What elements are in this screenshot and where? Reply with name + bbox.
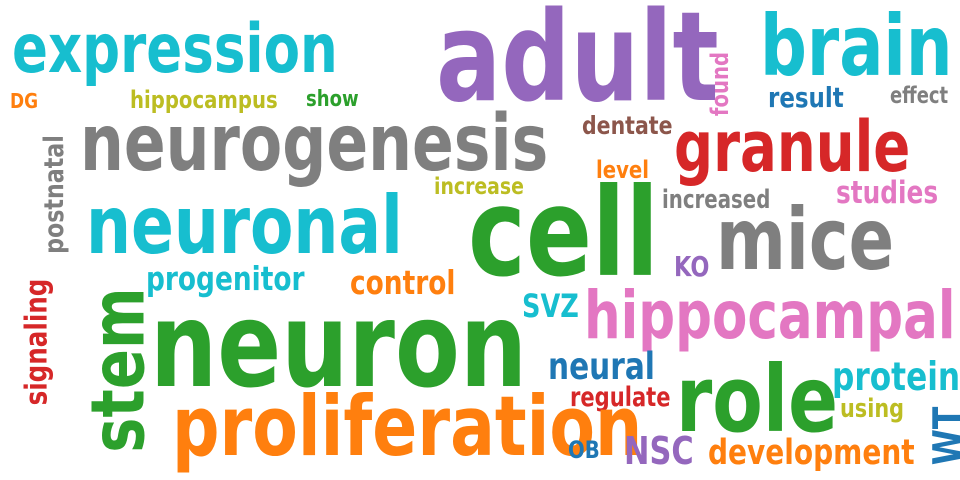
word-neuronal: neuronal	[86, 179, 403, 272]
word-increase: increase	[434, 174, 524, 200]
word-dentate: dentate	[582, 111, 673, 140]
word-ob: OB	[568, 436, 600, 464]
word-hippocampal: hippocampal	[584, 277, 956, 354]
word-brain: brain	[760, 0, 953, 95]
word-regulate: regulate	[570, 382, 671, 413]
word-ko: KO	[674, 250, 710, 283]
word-nsc: NSC	[624, 429, 694, 473]
word-signaling: signaling	[19, 278, 55, 406]
word-neural: neural	[548, 345, 655, 388]
word-postnatal: postnatal	[38, 135, 70, 254]
word-adult: adult	[436, 0, 719, 130]
word-dg: DG	[10, 89, 39, 113]
word-cell: cell	[468, 162, 659, 304]
word-increased: increased	[662, 185, 771, 215]
word-result: result	[768, 81, 844, 114]
word-role: role	[676, 346, 839, 453]
word-using: using	[840, 394, 905, 424]
word-neurogenesis: neurogenesis	[80, 99, 549, 189]
word-development: development	[708, 433, 915, 473]
word-mice: mice	[716, 190, 895, 290]
word-svz: SVZ	[522, 287, 579, 325]
word-studies: studies	[836, 175, 939, 211]
word-stem: stem	[75, 287, 162, 453]
word-proliferation: proliferation	[172, 378, 643, 475]
word-wt: WT	[925, 406, 960, 466]
word-show: show	[306, 87, 359, 112]
word-effect: effect	[890, 83, 949, 109]
word-protein: protein	[832, 355, 960, 400]
word-control: control	[350, 263, 456, 302]
word-level: level	[596, 156, 650, 184]
word-hippocampus: hippocampus	[130, 86, 278, 114]
word-granule: granule	[674, 106, 911, 188]
word-expression: expression	[12, 10, 338, 89]
word-progenitor: progenitor	[146, 259, 305, 298]
word-neuron: neuron	[150, 276, 528, 414]
